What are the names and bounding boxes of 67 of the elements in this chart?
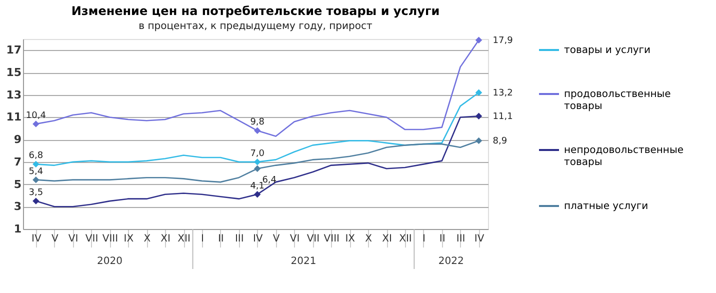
x-tick-label: VII bbox=[306, 234, 320, 244]
x-tick-label: XI bbox=[382, 234, 392, 244]
point bbox=[32, 176, 40, 184]
x-tick-label: X bbox=[365, 234, 372, 244]
x-tick-label: II bbox=[439, 234, 446, 244]
y-tick-label: 15 bbox=[6, 66, 22, 80]
y-tick-label: 11 bbox=[6, 110, 22, 124]
x-tick-label: X bbox=[144, 234, 151, 244]
data-label: 17,9 bbox=[492, 36, 514, 46]
x-tick-label: XI bbox=[160, 234, 170, 244]
point bbox=[475, 137, 482, 144]
data-label: 6,8 bbox=[28, 151, 44, 162]
data-label: 8,9 bbox=[492, 136, 508, 147]
legend-label: непродовольственные товары bbox=[564, 145, 684, 168]
point bbox=[254, 158, 261, 166]
y-tick-label: 5 bbox=[14, 178, 22, 191]
point bbox=[254, 127, 261, 134]
point bbox=[254, 191, 261, 198]
legend-label: платные услуги bbox=[564, 201, 648, 212]
legend-label: продовольственные товары bbox=[564, 89, 671, 112]
data-label: 6,4 bbox=[262, 176, 277, 186]
x-tick-label: IV bbox=[252, 234, 263, 244]
legend-label: товары и услуги bbox=[564, 45, 651, 56]
x-tick-label: I bbox=[201, 234, 204, 244]
data-label: 9,8 bbox=[250, 118, 265, 128]
point bbox=[475, 36, 482, 44]
x-tick-label: IV bbox=[474, 234, 484, 244]
x-tick-label: I bbox=[422, 234, 426, 244]
x-tick-label: VI bbox=[290, 234, 300, 244]
point bbox=[32, 198, 40, 204]
y-tick-label: 9 bbox=[14, 133, 22, 146]
x-tick-label: IX bbox=[124, 234, 134, 244]
point bbox=[254, 165, 261, 172]
x-tick-label: III bbox=[234, 234, 244, 244]
data-label: 3,5 bbox=[28, 188, 44, 198]
y-tick-label: 7 bbox=[14, 155, 22, 168]
y-tick-label: 13 bbox=[6, 88, 22, 102]
x-tick-label: III bbox=[456, 234, 466, 244]
x-tick-label: IV bbox=[32, 234, 42, 244]
y-tick-label: 3 bbox=[14, 200, 22, 214]
chart-subtitle: в процентах, к предыдущему году, прирост bbox=[138, 21, 372, 32]
chart-title: Изменение цен на потребительские товары и услуги bbox=[71, 4, 440, 18]
data-label: 4,1 bbox=[250, 181, 265, 192]
x-tick-label: XII bbox=[178, 234, 190, 244]
data-label: 11,1 bbox=[492, 112, 513, 122]
x-tick-label: VII bbox=[85, 234, 98, 244]
y-tick-label: 17 bbox=[6, 44, 22, 57]
x-tick-label: VIII bbox=[102, 234, 118, 244]
data-label: 7,0 bbox=[250, 148, 265, 159]
point bbox=[32, 120, 40, 128]
x-tick-label: V bbox=[51, 234, 58, 244]
point bbox=[475, 112, 482, 120]
data-label: 10,4 bbox=[26, 110, 46, 121]
x-tick-label: II bbox=[218, 234, 224, 244]
point bbox=[475, 89, 482, 96]
x-tick-label: XII bbox=[399, 234, 412, 244]
x-tick-label: VIII bbox=[324, 234, 340, 244]
x-tick-label: IX bbox=[345, 234, 356, 244]
point bbox=[32, 160, 40, 168]
x-tick-label: V bbox=[272, 234, 280, 244]
data-label: 5,4 bbox=[28, 166, 44, 177]
data-label: 13,2 bbox=[492, 88, 513, 99]
text: 2021 bbox=[290, 256, 316, 267]
text: 2022 bbox=[438, 256, 464, 267]
x-tick-label: VI bbox=[68, 234, 78, 244]
y-tick-label: 1 bbox=[14, 222, 22, 236]
text: 2020 bbox=[97, 256, 122, 267]
